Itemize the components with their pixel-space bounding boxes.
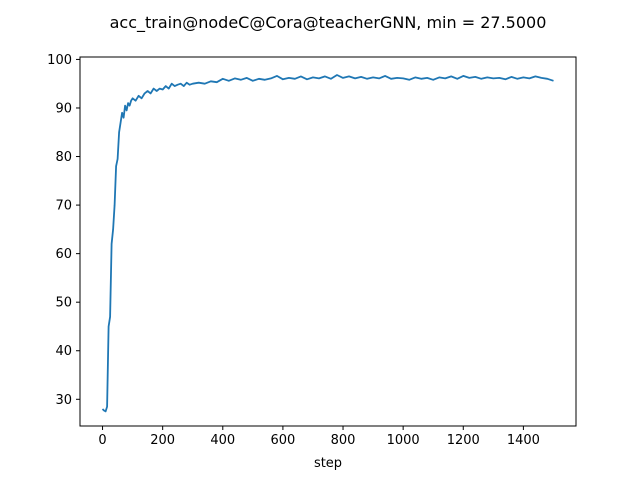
y-tick-label: 70 — [55, 199, 72, 214]
plot-area — [101, 74, 554, 413]
y-tick-label: 90 — [55, 101, 72, 116]
x-tick-label: 1000 — [387, 433, 420, 448]
y-tick-label: 60 — [55, 247, 72, 262]
series-line — [101, 74, 554, 413]
x-tick-label: 600 — [270, 433, 295, 448]
axes-frame — [79, 56, 577, 427]
x-tick-label: 1200 — [447, 433, 480, 448]
y-tick-label: 50 — [55, 296, 72, 311]
x-tick-label: 400 — [210, 433, 235, 448]
x-tick-label: 200 — [150, 433, 175, 448]
y-tick-label: 30 — [55, 393, 72, 408]
x-axis: 0 200 400 600 800 1000 1200 1400 — [98, 426, 540, 448]
x-axis-label: step — [314, 456, 342, 471]
y-axis: 30 40 50 60 70 80 90 100 — [47, 53, 80, 408]
x-tick-label: 0 — [98, 433, 106, 448]
x-tick-label: 800 — [331, 433, 356, 448]
x-tick-label: 1400 — [507, 433, 540, 448]
chart-title: acc_train@nodeC@Cora@teacherGNN, min = 2… — [110, 13, 547, 33]
y-tick-label: 40 — [55, 344, 72, 359]
y-tick-label: 80 — [55, 150, 72, 165]
y-tick-label: 100 — [47, 53, 72, 68]
